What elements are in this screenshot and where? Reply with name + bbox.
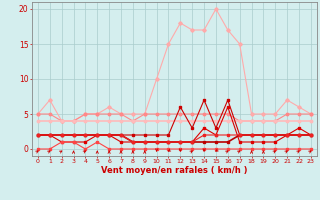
X-axis label: Vent moyen/en rafales ( km/h ): Vent moyen/en rafales ( km/h ) [101,166,248,175]
